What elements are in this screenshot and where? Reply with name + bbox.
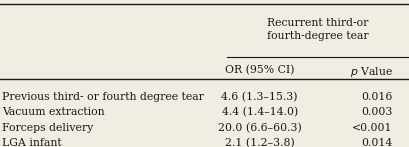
Text: 20.0 (6.6–60.3): 20.0 (6.6–60.3) [218,123,301,133]
Text: Forceps delivery: Forceps delivery [2,123,93,133]
Text: 0.014: 0.014 [362,138,393,147]
Text: 0.016: 0.016 [361,92,393,102]
Text: $p$ Value: $p$ Value [350,65,393,79]
Text: Vacuum extraction: Vacuum extraction [2,107,105,117]
Text: LGA infant: LGA infant [2,138,62,147]
Text: 4.4 (1.4–14.0): 4.4 (1.4–14.0) [222,107,298,118]
Text: 4.6 (1.3–15.3): 4.6 (1.3–15.3) [221,92,298,102]
Text: 2.1 (1.2–3.8): 2.1 (1.2–3.8) [225,138,294,147]
Text: 0.003: 0.003 [361,107,393,117]
Text: Recurrent third-or
fourth-degree tear: Recurrent third-or fourth-degree tear [267,18,369,41]
Text: OR (95% CI): OR (95% CI) [225,65,294,76]
Text: <0.001: <0.001 [352,123,393,133]
Text: Previous third- or fourth degree tear: Previous third- or fourth degree tear [2,92,204,102]
